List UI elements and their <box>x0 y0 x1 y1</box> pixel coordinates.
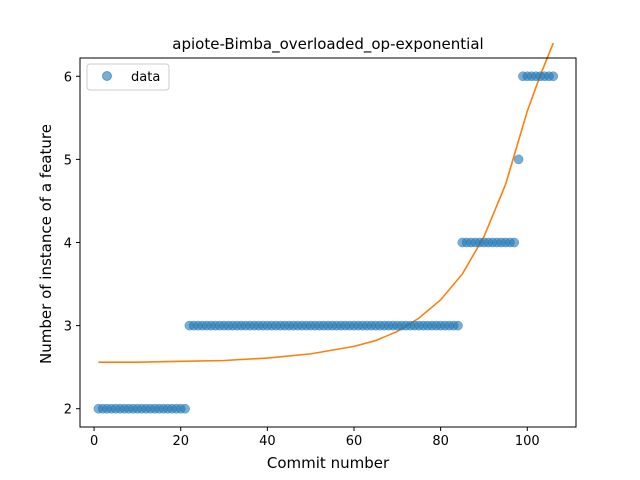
legend-label-data: data <box>131 70 160 85</box>
legend-box <box>86 63 170 91</box>
plot-area: 0 20 40 60 80 100 2 3 4 5 6 <box>64 42 577 449</box>
data-point <box>548 71 559 82</box>
y-tick-label: 4 <box>64 237 72 252</box>
x-tick-label: 20 <box>172 434 189 449</box>
fit-curve <box>98 42 555 363</box>
x-axis-ticks: 0 20 40 60 80 100 <box>90 427 540 449</box>
data-point <box>453 320 463 331</box>
y-axis-label: Number of instance of a feature <box>37 124 55 364</box>
x-tick-label: 60 <box>346 434 363 449</box>
data-points-layer <box>93 71 559 414</box>
x-tick-label: 40 <box>259 434 276 449</box>
fit-curve-layer <box>98 42 555 363</box>
x-tick-label: 100 <box>515 434 540 449</box>
y-tick-label: 2 <box>64 403 72 418</box>
data-point <box>180 403 190 414</box>
data-point <box>513 154 524 165</box>
y-tick-label: 6 <box>64 70 72 85</box>
y-tick-label: 5 <box>64 153 72 168</box>
x-tick-label: 80 <box>432 434 449 449</box>
y-axis-ticks: 2 3 4 5 6 <box>64 70 80 418</box>
data-point <box>509 237 520 248</box>
legend-marker-data <box>102 71 112 81</box>
x-axis-label: Commit number <box>267 454 390 472</box>
chart-title: apiote-Bimba_overloaded_op-exponential <box>172 35 483 54</box>
y-tick-label: 3 <box>64 320 72 335</box>
x-tick-label: 0 <box>90 434 98 449</box>
legend: data <box>86 63 170 91</box>
